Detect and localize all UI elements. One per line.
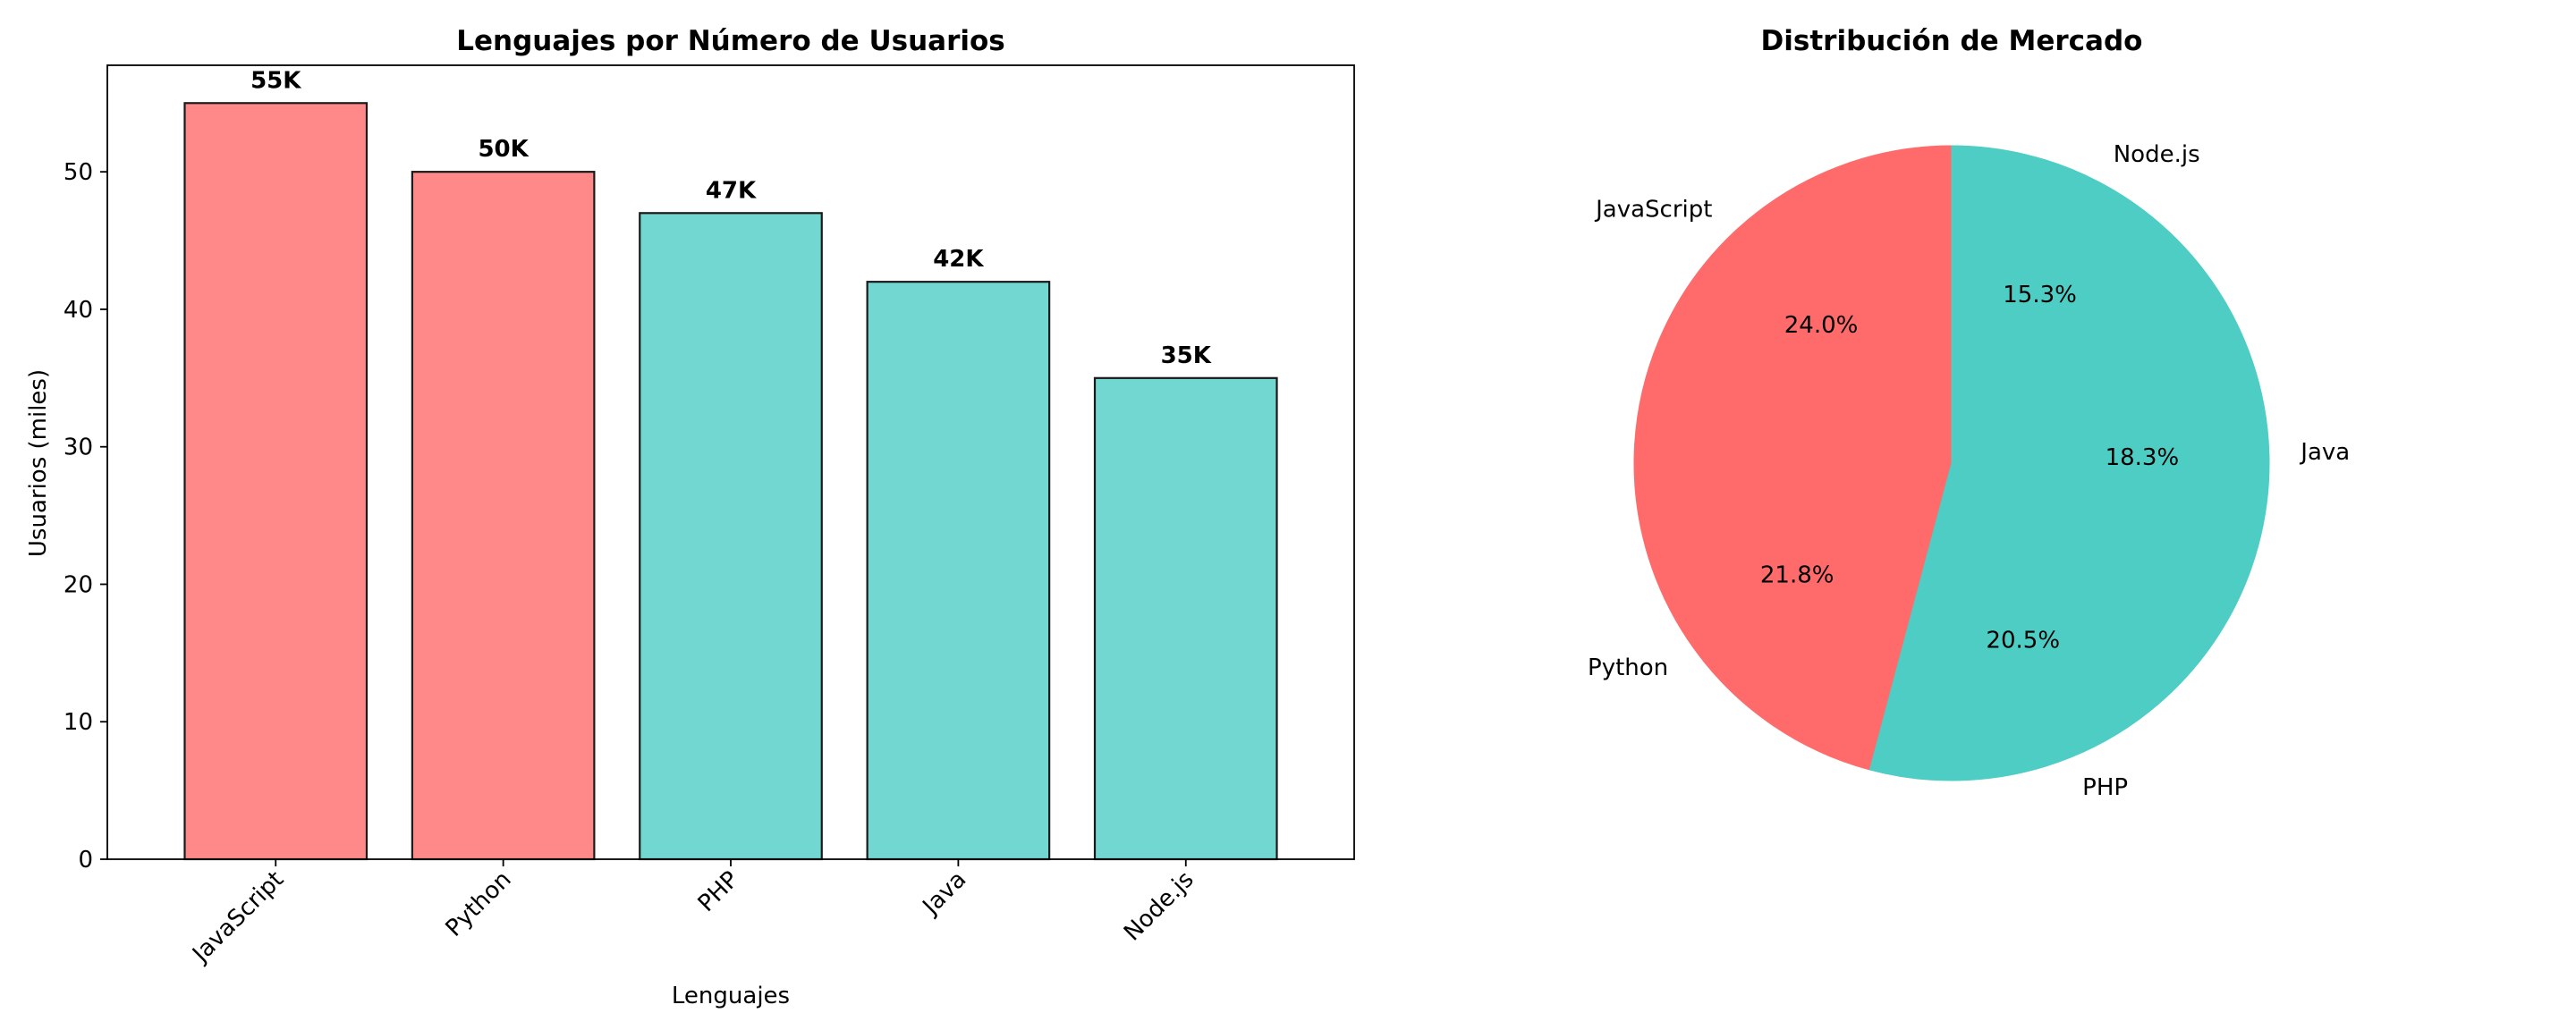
- pie-slice-python: [1633, 443, 1953, 771]
- pie-label-node-js: Node.js: [2114, 141, 2200, 168]
- bar-data-label: 55K: [250, 67, 301, 94]
- pie-chart: Distribución de Mercado JavaScript 24.0% P…: [1588, 25, 2350, 801]
- bar-python: [411, 171, 596, 861]
- y-tick-label: 10: [64, 709, 93, 736]
- bar-data-label: 50K: [478, 136, 529, 163]
- y-tick-label: 40: [64, 297, 93, 324]
- pie-pct-label: 24.0%: [1784, 312, 1859, 339]
- pie-slices: [1633, 145, 2270, 781]
- y-tick-label: 0: [78, 847, 93, 874]
- y-tick-label: 20: [64, 571, 93, 598]
- bar-data-label: 42K: [933, 246, 984, 273]
- pie-slice-php: [1868, 462, 2224, 781]
- y-tick-label: 30: [64, 435, 93, 461]
- bar-y-axis-label: Usuarios (miles): [25, 369, 52, 557]
- bar-x-axis-label: Lenguajes: [672, 983, 790, 1009]
- pie-slice-javascript: [1634, 145, 1953, 464]
- bar-javascript: [183, 102, 369, 861]
- bar-php: [639, 212, 823, 861]
- bar-data-label: 35K: [1161, 342, 1212, 369]
- pie-slice-java: [1951, 281, 2270, 628]
- bar-chart-title: Lenguajes por Número de Usuarios: [456, 25, 1005, 57]
- y-tick-label: 50: [64, 159, 93, 186]
- pie-pct-label: 15.3%: [2003, 282, 2077, 308]
- bar-data-label: 47K: [706, 177, 757, 204]
- bar-y-axis: 0 10 20 30 40 50: [64, 159, 107, 874]
- pie-pct-label: 21.8%: [1760, 561, 1835, 588]
- pie-label-php: PHP: [2082, 774, 2128, 801]
- pie-pct-label: 18.3%: [2106, 444, 2180, 471]
- pie-label-javascript: JavaScript: [1594, 197, 1712, 224]
- bar-java: [866, 281, 1051, 861]
- bar-node-js: [1093, 376, 1278, 861]
- pie-labels: JavaScript 24.0% Python 21.8% PHP 20.5% Java 18…: [1588, 141, 2350, 801]
- pie-label-java: Java: [2299, 439, 2350, 466]
- pie-pct-label: 20.5%: [1986, 628, 2060, 654]
- pie-slice-node-js: [1951, 145, 2213, 464]
- bar-plot-area: 55K 50K 47K 42K 35K: [106, 64, 1355, 861]
- pie-label-python: Python: [1588, 654, 1668, 681]
- pie-chart-title: Distribución de Mercado: [1761, 25, 2143, 57]
- bar-chart: Lenguajes por Número de Usuarios 55K 50K 4…: [25, 25, 1355, 1009]
